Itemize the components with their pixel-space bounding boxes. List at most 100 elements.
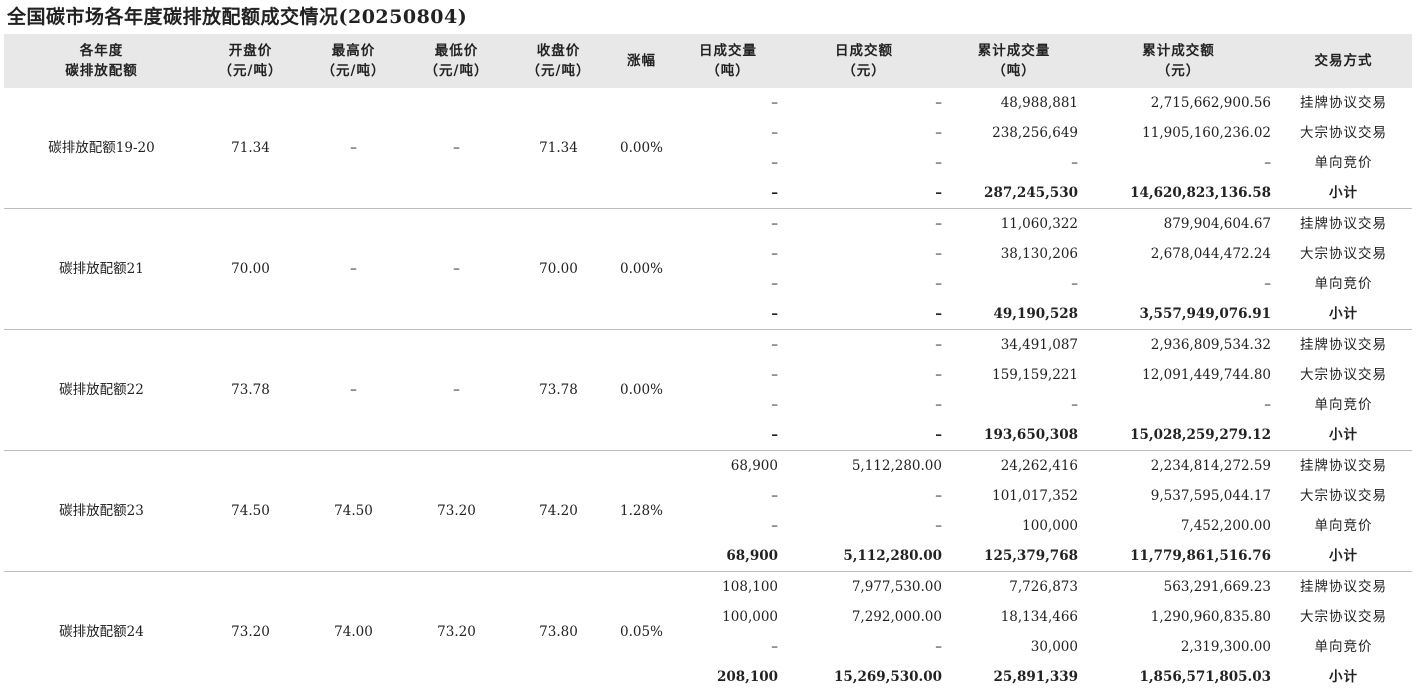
- table-row: 100,000 7,292,000.00 18,134,466 1,290,960,8…: [4, 602, 1412, 632]
- cell-trade-mode: 小计: [1329, 185, 1358, 201]
- table-row: – – 238,256,649 11,905,160,236.02 大宗协议交易: [4, 118, 1412, 148]
- table-row: – – 38,130,206 2,678,044,472.24 大宗协议交易: [4, 239, 1412, 269]
- table-row: 208,100 15,269,530.00 25,891,339 1,856,571,…: [4, 662, 1412, 692]
- cell-open: 74.50: [199, 450, 302, 572]
- cell-daily-volume: –: [771, 246, 778, 262]
- cell-daily-volume: 68,900: [674, 450, 782, 481]
- table-row: – – – – 单向竞价: [4, 148, 1412, 178]
- cell-daily-volume: –: [771, 427, 778, 443]
- cell-daily-volume: –: [771, 125, 778, 141]
- cell-daily-volume: –: [771, 185, 778, 201]
- cell-cum-amount: 563,291,669.23: [1082, 571, 1275, 602]
- table-row: – – 101,017,352 9,537,595,044.17 大宗协议交易: [4, 481, 1412, 511]
- header-close: 收盘价 （元/吨）: [508, 34, 609, 88]
- cell-daily-volume: –: [771, 367, 778, 383]
- cell-change: 0.00%: [609, 329, 674, 451]
- cell-cum-volume: 18,134,466: [1000, 609, 1078, 625]
- cell-daily-volume: –: [771, 488, 778, 504]
- cell-cum-amount: –: [1264, 276, 1271, 292]
- table-header: 各年度 碳排放配额 开盘价 （元/吨） 最高价 （元/吨） 最低价 （元/吨） 收盘价（…: [4, 34, 1412, 88]
- cell-trade-mode: 大宗协议交易: [1300, 125, 1387, 141]
- cell-daily-volume: 108,100: [674, 571, 782, 602]
- cell-daily-volume: –: [771, 95, 778, 111]
- cell-cum-amount: 1,290,960,835.80: [1150, 609, 1271, 625]
- cell-daily-amount: 15,269,530.00: [833, 669, 942, 685]
- cell-daily-amount: –: [935, 306, 942, 322]
- cell-daily-amount: 7,292,000.00: [851, 609, 942, 625]
- cell-daily-volume: –: [771, 306, 778, 322]
- cell-cum-amount: 2,936,809,534.32: [1082, 329, 1275, 360]
- cell-low: 73.20: [405, 571, 508, 692]
- cell-trade-mode: 挂牌协议交易: [1300, 95, 1387, 111]
- table-row: 碳排放配额19-20 71.34 – – 71.34 0.00% – – 48,988,881 2…: [4, 88, 1412, 156]
- cell-close: 73.78: [508, 329, 609, 451]
- cell-high: 74.50: [302, 450, 405, 572]
- header-open: 开盘价 （元/吨）: [199, 34, 302, 88]
- cell-cum-amount: 12,091,449,744.80: [1142, 367, 1271, 383]
- cell-daily-volume: –: [771, 276, 778, 292]
- cell-trade-mode: 挂牌协议交易: [1275, 329, 1412, 360]
- cell-trade-mode: 小计: [1329, 548, 1358, 564]
- cell-trade-mode: 大宗协议交易: [1300, 246, 1387, 262]
- cell-daily-amount: 5,112,280.00: [782, 450, 946, 481]
- cell-daily-amount: –: [935, 125, 942, 141]
- cell-daily-amount: –: [935, 488, 942, 504]
- table-row: – – 100,000 7,452,200.00 单向竞价: [4, 511, 1412, 541]
- cell-cum-volume: 125,379,768: [984, 548, 1078, 564]
- table-row: – – 193,650,308 15,028,259,279.12 小计: [4, 420, 1412, 451]
- cell-cum-volume: 11,060,322: [946, 208, 1082, 239]
- table-row: 碳排放配额21 70.00– –70.00 0.00% – –11,060,322 879,…: [4, 208, 1412, 330]
- cell-allowance-name: 碳排放配额24: [4, 571, 199, 692]
- cell-daily-amount: –: [935, 367, 942, 383]
- header-change: 涨幅: [609, 34, 674, 88]
- cell-trade-mode: 单向竞价: [1314, 155, 1373, 171]
- cell-trade-mode: 挂牌协议交易: [1275, 450, 1412, 481]
- cell-cum-volume: 38,130,206: [1000, 246, 1078, 262]
- cell-trade-mode: 挂牌协议交易: [1275, 571, 1412, 602]
- cell-cum-amount: 1,856,571,805.03: [1139, 669, 1271, 685]
- cell-cum-amount: 9,537,595,044.17: [1150, 488, 1271, 504]
- cell-cum-amount: 14,620,823,136.58: [1130, 185, 1271, 201]
- header-high: 最高价 （元/吨）: [302, 34, 405, 88]
- cell-trade-mode: 小计: [1329, 306, 1358, 322]
- cell-trade-mode: 挂牌协议交易: [1275, 208, 1412, 239]
- cell-trade-mode: 小计: [1329, 669, 1358, 685]
- cell-open: 73.20: [199, 571, 302, 692]
- header-name: 各年度 碳排放配额: [4, 34, 199, 88]
- table-row: 碳排放配额22 73.78– –73.78 0.00% – –34,491,087 2,93…: [4, 329, 1412, 451]
- cell-cum-volume: 238,256,649: [992, 125, 1078, 141]
- cell-cum-volume: –: [1071, 155, 1078, 171]
- header-cum-volume: 累计成交量 （吨）: [946, 34, 1082, 88]
- header-mode: 交易方式: [1275, 34, 1412, 88]
- cell-daily-volume: –: [771, 397, 778, 413]
- table-row: – – 30,000 2,319,300.00 单向竞价: [4, 632, 1412, 662]
- cell-cum-amount: –: [1264, 397, 1271, 413]
- cell-allowance-name: 碳排放配额19-20: [48, 140, 155, 156]
- cell-cum-volume: –: [1071, 276, 1078, 292]
- cell-daily-volume: 100,000: [722, 609, 778, 625]
- cell-close: 70.00: [508, 208, 609, 330]
- cell-low: –: [405, 329, 508, 451]
- header-low: 最低价 （元/吨）: [405, 34, 508, 88]
- cell-cum-amount: 11,905,160,236.02: [1142, 125, 1271, 141]
- cell-open: 71.34: [231, 140, 270, 156]
- cell-allowance-name: 碳排放配额22: [4, 329, 199, 451]
- cell-trade-mode: 大宗协议交易: [1300, 488, 1387, 504]
- cell-cum-amount: 2,234,814,272.59: [1082, 450, 1275, 481]
- cell-daily-volume: 68,900: [726, 548, 778, 564]
- table-row: – – 49,190,528 3,557,949,076.91 小计: [4, 299, 1412, 330]
- cell-close: 71.34: [539, 140, 578, 156]
- cell-high: –: [302, 329, 405, 451]
- cell-cum-amount: 11,779,861,516.76: [1130, 548, 1271, 564]
- table-row: – – – – 单向竞价: [4, 390, 1412, 420]
- cell-open: 70.00: [199, 208, 302, 330]
- cell-daily-volume: –: [771, 518, 778, 534]
- carbon-market-table: 各年度 碳排放配额 开盘价 （元/吨） 最高价 （元/吨） 最低价 （元/吨） 收盘价（…: [4, 34, 1412, 692]
- cell-allowance-name: 碳排放配额21: [4, 208, 199, 330]
- header-daily-volume: 日成交量 （吨）: [674, 34, 782, 88]
- cell-daily-amount: –: [782, 208, 946, 239]
- cell-daily-amount: 5,112,280.00: [843, 548, 942, 564]
- cell-cum-volume: 25,891,339: [993, 669, 1078, 685]
- cell-change: 0.05%: [609, 571, 674, 692]
- table-row: 68,900 5,112,280.00 125,379,768 11,779,861,…: [4, 541, 1412, 572]
